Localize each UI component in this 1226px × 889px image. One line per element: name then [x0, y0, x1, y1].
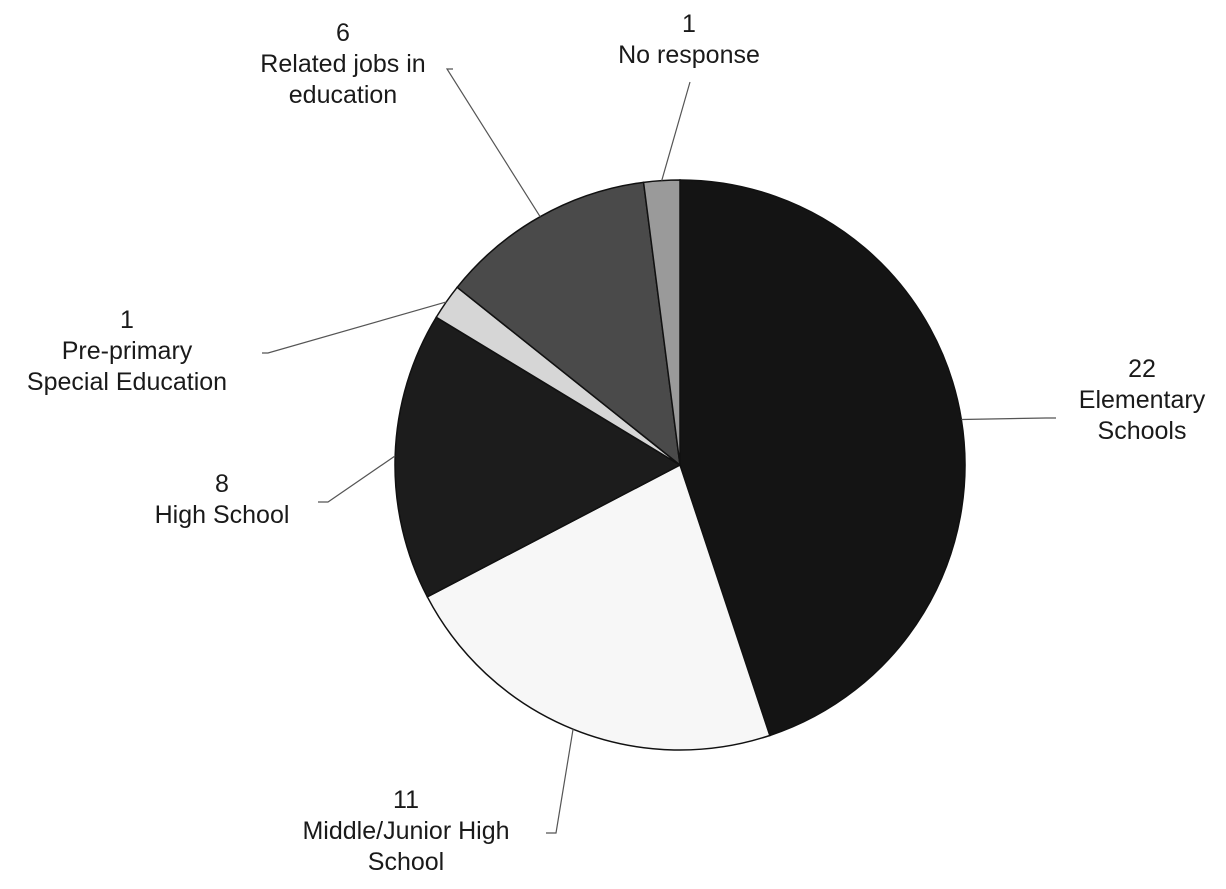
leader-line: [546, 729, 574, 834]
label-no-response-value: 1: [682, 10, 696, 38]
label-high-school-value: 8: [215, 470, 229, 498]
label-elementary-schools-line-2: Schools: [1097, 417, 1187, 445]
label-high-school-line-1: High School: [154, 501, 290, 529]
leader-line: [661, 81, 691, 181]
pie-slice-high-school: [394, 316, 682, 598]
label-no-response-line-1: No response: [618, 41, 760, 69]
pie-slice-related-jobs-in-education: [456, 181, 681, 467]
label-pre-primary-special-education-value: 1: [120, 306, 134, 334]
label-elementary-schools: 22 Elementary Schools: [1079, 354, 1205, 447]
label-related-jobs-in-education-line-2: education: [288, 81, 398, 109]
leader-line: [445, 68, 541, 217]
label-middle-junior-high-school-line-1: Middle/Junior High: [302, 817, 510, 845]
label-related-jobs-in-education-value: 6: [336, 19, 350, 47]
label-pre-primary-special-education-line-1: Pre-primary: [61, 337, 193, 365]
label-related-jobs-in-education-line-1: Related jobs in: [260, 50, 426, 78]
label-pre-primary-special-education-line-2: Special Education: [26, 368, 228, 396]
label-middle-junior-high-school: 11 Middle/Junior High School: [302, 785, 509, 878]
label-related-jobs-in-education: 6 Related jobs in education: [260, 18, 425, 111]
label-elementary-schools-value: 22: [1128, 355, 1156, 383]
label-middle-junior-high-school-value: 11: [393, 786, 419, 814]
leader-line: [318, 455, 396, 503]
label-high-school: 8 High School: [155, 469, 290, 531]
pie-slice-middle-junior-high-school: [426, 463, 771, 751]
leader-line: [961, 417, 1056, 421]
label-elementary-schools-line-1: Elementary: [1078, 386, 1206, 414]
label-middle-junior-high-school-line-2: School: [367, 848, 445, 876]
label-pre-primary-special-education: 1 Pre-primary Special Education: [27, 305, 227, 398]
label-no-response: 1 No response: [618, 9, 760, 71]
leader-line: [262, 301, 447, 354]
